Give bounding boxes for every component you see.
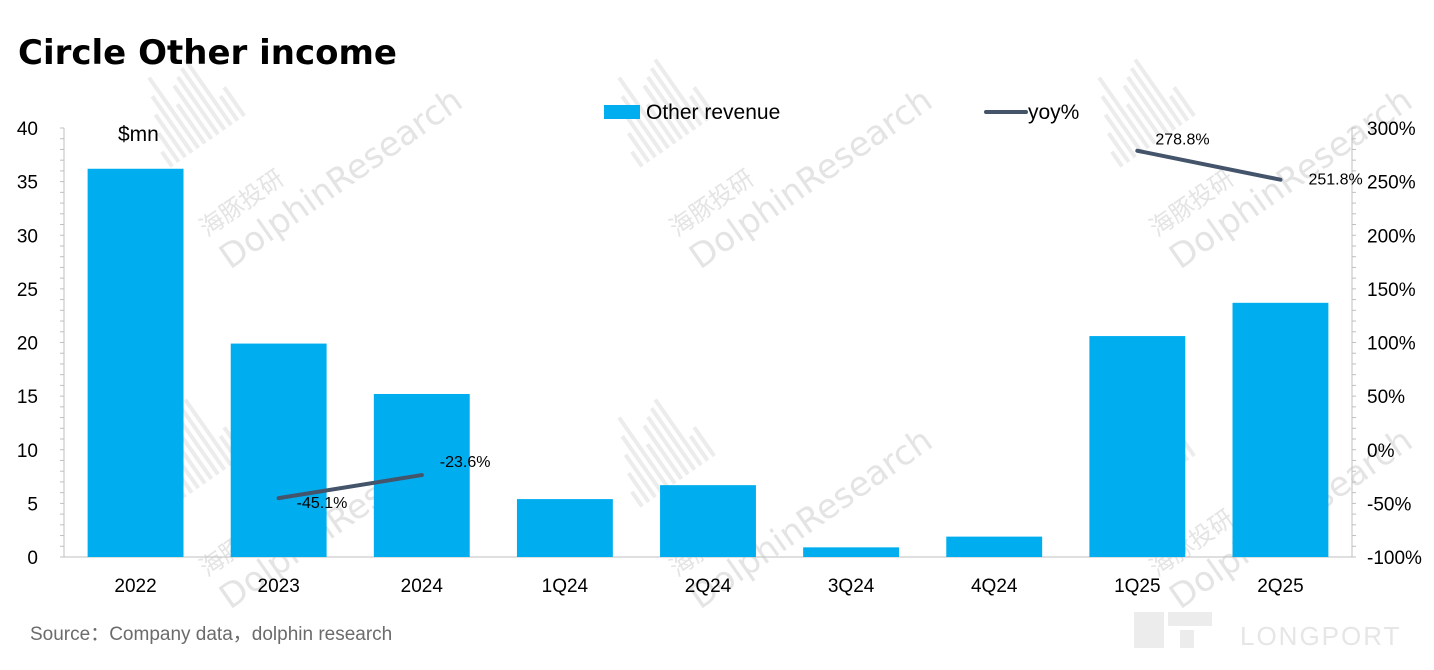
- bar-2023: [230, 343, 327, 557]
- legend: Other revenue yoy%: [604, 101, 1079, 124]
- x-tick-label: 3Q24: [828, 576, 875, 597]
- bar-series: [87, 168, 1329, 557]
- chart-title: Circle Other income: [18, 33, 397, 73]
- legend-label-line: yoy%: [1028, 101, 1079, 124]
- y-right-tick-label: 0%: [1367, 441, 1395, 462]
- line-series: [276, 148, 1283, 501]
- y-left-tick-label: 40: [17, 119, 38, 140]
- bar-1Q24: [516, 499, 613, 557]
- x-tick-label: 1Q25: [1114, 576, 1160, 597]
- yoy-data-label: -45.1%: [297, 495, 348, 512]
- y-left-tick-label: 15: [17, 387, 38, 408]
- y-left-tick-label: 0: [27, 548, 38, 569]
- y-left-tick-label: 25: [17, 280, 38, 301]
- y-left-tick-label: 20: [17, 334, 38, 355]
- yoy-data-label: -23.6%: [440, 454, 491, 471]
- yoy-line-segment: [1135, 148, 1283, 182]
- yoy-data-label: 278.8%: [1155, 132, 1209, 149]
- y-right-tick-label: 300%: [1367, 119, 1416, 140]
- bar-2Q25: [1232, 302, 1329, 557]
- longport-logo: LONGPORT: [1134, 612, 1401, 651]
- source-note: Source：Company data，dolphin research: [30, 624, 392, 645]
- bar-3Q24: [803, 547, 900, 557]
- x-tick-label: 2023: [258, 576, 300, 597]
- yoy-data-label: 251.8%: [1308, 172, 1362, 189]
- y-left-tick-label: 10: [17, 441, 38, 462]
- axis-minor-ticks: [60, 127, 1356, 558]
- legend-swatch-bar: [604, 105, 640, 119]
- x-tick-label: 2Q24: [685, 576, 732, 597]
- bar-2Q24: [660, 485, 756, 557]
- x-axis-categories: 2022 2023 2024 1Q24 2Q24 3Q24 4Q24 1Q25 2Q25: [114, 576, 1303, 597]
- bar-1Q25: [1089, 336, 1186, 557]
- y-left-tick-label: 30: [17, 226, 38, 247]
- bar-4Q24: [946, 536, 1043, 557]
- y-axis-right-ticks: -100% -50% 0% 50% 100% 150% 200% 250% 300%: [1367, 119, 1422, 569]
- y-right-tick-label: -50%: [1367, 494, 1411, 515]
- y-left-tick-label: 35: [17, 173, 38, 194]
- y-right-tick-label: 150%: [1367, 280, 1416, 301]
- x-tick-label: 4Q24: [971, 576, 1018, 597]
- x-tick-label: 2Q25: [1257, 576, 1303, 597]
- x-tick-label: 2022: [114, 576, 156, 597]
- y-right-tick-label: -100%: [1367, 548, 1422, 569]
- y-right-tick-label: 100%: [1367, 334, 1416, 355]
- y-left-tick-label: 5: [27, 494, 38, 515]
- unit-label: $mn: [118, 123, 159, 146]
- y-axis-left-ticks: 0 5 10 15 20 25 30 35 40: [17, 119, 38, 569]
- x-tick-label: 1Q24: [542, 576, 589, 597]
- y-right-tick-label: 250%: [1367, 173, 1416, 194]
- x-tick-label: 2024: [401, 576, 444, 597]
- y-right-tick-label: 200%: [1367, 226, 1416, 247]
- legend-label-bar: Other revenue: [646, 101, 780, 124]
- logo-text: LONGPORT: [1240, 621, 1401, 651]
- yoy-line-segment: [276, 473, 424, 501]
- bar-2022: [87, 168, 184, 557]
- y-right-tick-label: 50%: [1367, 387, 1405, 408]
- line-data-labels: -45.1% -23.6% 278.8% 251.8%: [297, 132, 1363, 512]
